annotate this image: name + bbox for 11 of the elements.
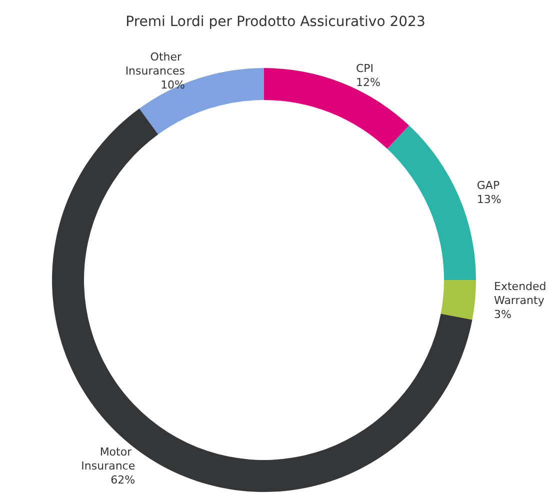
data-label: 10% bbox=[160, 78, 186, 92]
slice-label: GAP bbox=[476, 179, 500, 192]
slice-label: CPI bbox=[356, 62, 374, 75]
data-label: 62% bbox=[110, 473, 136, 486]
slice-label: Other Insurances bbox=[125, 50, 186, 78]
data-label: 12% bbox=[356, 76, 380, 89]
data-label: 13% bbox=[476, 193, 502, 206]
slice-label: Motor Insurance bbox=[81, 445, 136, 472]
chart-title: Premi Lordi per Prodotto Assicurativo 2023 bbox=[126, 14, 426, 30]
slice-label: Extended Warranty bbox=[494, 280, 550, 308]
data-label: 3% bbox=[494, 308, 512, 322]
